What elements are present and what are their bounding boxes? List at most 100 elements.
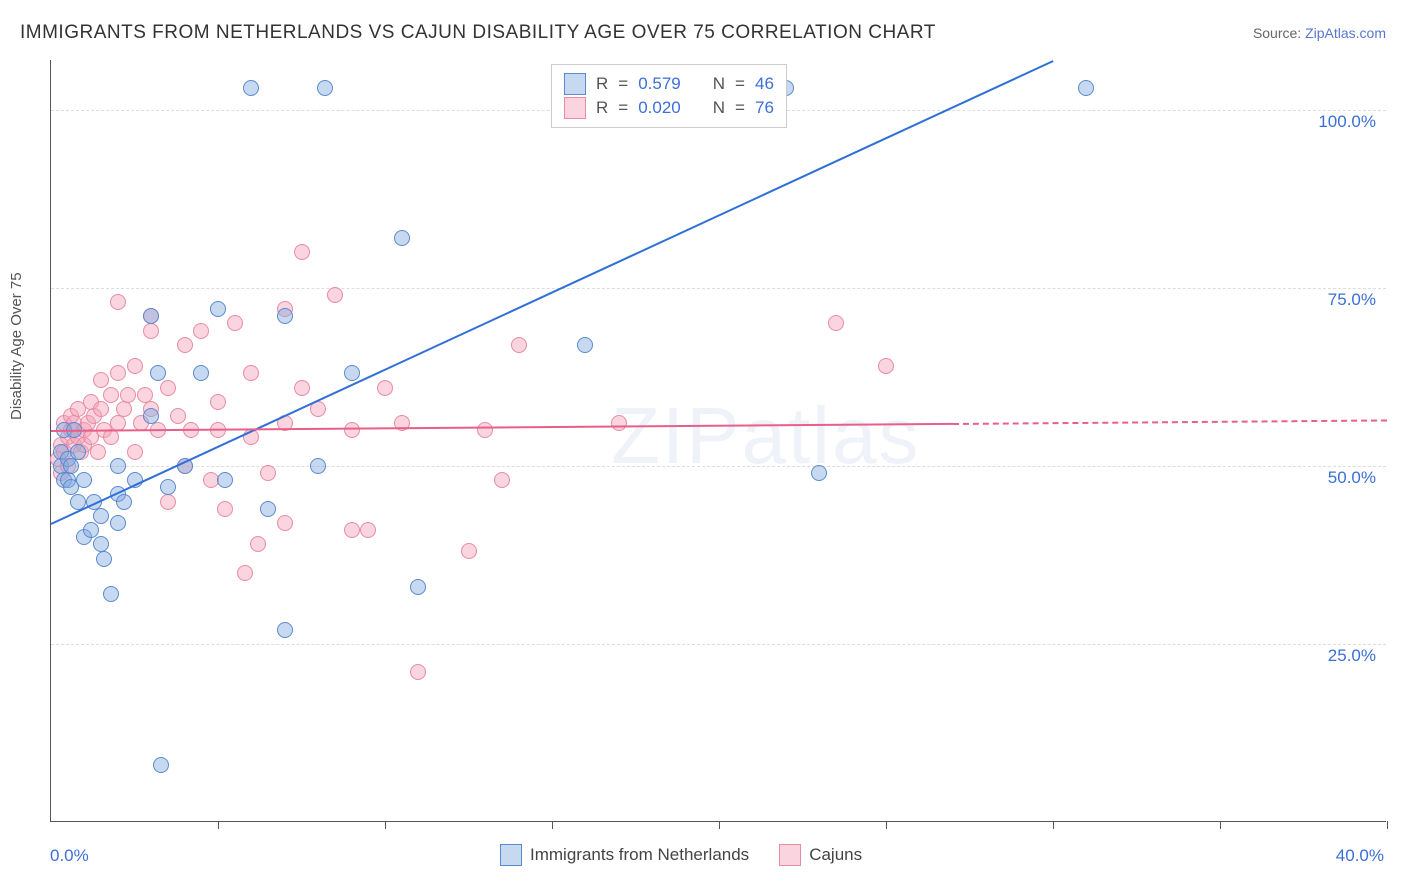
blue-point	[210, 301, 226, 317]
blue-point	[143, 308, 159, 324]
y-tick-label: 50.0%	[1328, 468, 1376, 488]
blue-point	[277, 622, 293, 638]
x-min-label: 0.0%	[50, 846, 89, 866]
pink-point	[344, 522, 360, 538]
blue-point	[150, 365, 166, 381]
pink-point	[227, 315, 243, 331]
blue-r-value: 0.579	[638, 74, 681, 94]
pink-point	[277, 515, 293, 531]
pink-point	[217, 501, 233, 517]
correlation-legend: R = 0.579 N = 46 R = 0.020 N = 76	[551, 64, 787, 128]
pink-point	[103, 387, 119, 403]
x-tick	[385, 821, 386, 829]
blue-swatch	[564, 73, 586, 95]
gridline	[51, 644, 1386, 645]
blue-point	[811, 465, 827, 481]
pink-point	[828, 315, 844, 331]
blue-point	[344, 365, 360, 381]
blue-point	[93, 508, 109, 524]
x-tick	[1220, 821, 1221, 829]
x-tick	[552, 821, 553, 829]
pink-point	[143, 323, 159, 339]
chart-title: IMMIGRANTS FROM NETHERLANDS VS CAJUN DIS…	[20, 22, 936, 44]
blue-n-value: 46	[755, 74, 774, 94]
blue-point	[83, 522, 99, 538]
blue-point	[243, 80, 259, 96]
blue-point	[1078, 80, 1094, 96]
gridline	[51, 466, 1386, 467]
pink-point	[160, 380, 176, 396]
blue-point	[110, 515, 126, 531]
pink-r-value: 0.020	[638, 98, 681, 118]
pink-point	[878, 358, 894, 374]
pink-point	[294, 380, 310, 396]
scatter-chart: ZIPatlas 25.0%50.0%75.0%100.0% R = 0.579…	[50, 60, 1386, 822]
blue-legend-swatch	[500, 844, 522, 866]
pink-point	[477, 422, 493, 438]
x-tick	[1053, 821, 1054, 829]
pink-point	[294, 244, 310, 260]
blue-point	[394, 230, 410, 246]
blue-point	[96, 551, 112, 567]
blue-point	[577, 337, 593, 353]
pink-point	[110, 294, 126, 310]
pink-point	[511, 337, 527, 353]
source-attribution: Source: ZipAtlas.com	[1253, 25, 1386, 41]
x-tick	[218, 821, 219, 829]
blue-point	[63, 458, 79, 474]
blue-point	[317, 80, 333, 96]
pink-series-label: Cajuns	[809, 845, 862, 865]
blue-point	[76, 472, 92, 488]
y-tick-label: 25.0%	[1328, 646, 1376, 666]
pink-point	[110, 365, 126, 381]
pink-point	[410, 664, 426, 680]
blue-point	[116, 494, 132, 510]
y-tick-label: 100.0%	[1318, 112, 1376, 132]
source-link[interactable]: ZipAtlas.com	[1305, 25, 1386, 41]
pink-point	[120, 387, 136, 403]
pink-point	[494, 472, 510, 488]
pink-legend-swatch	[779, 844, 801, 866]
pink-n-value: 76	[755, 98, 774, 118]
pink-swatch	[564, 97, 586, 119]
blue-point	[217, 472, 233, 488]
x-tick	[886, 821, 887, 829]
pink-point	[127, 358, 143, 374]
pink-point	[360, 522, 376, 538]
blue-point	[153, 757, 169, 773]
pink-point	[327, 287, 343, 303]
pink-point	[160, 494, 176, 510]
series-legend: Immigrants from Netherlands Cajuns	[500, 844, 862, 866]
blue-point	[277, 308, 293, 324]
pink-point	[170, 408, 186, 424]
trend-line	[953, 420, 1387, 426]
pink-point	[461, 543, 477, 559]
pink-point	[237, 565, 253, 581]
pink-point	[250, 536, 266, 552]
y-axis-label: Disability Age Over 75	[8, 272, 25, 420]
pink-point	[193, 323, 209, 339]
blue-point	[193, 365, 209, 381]
blue-point	[103, 586, 119, 602]
blue-point	[310, 458, 326, 474]
pink-point	[611, 415, 627, 431]
pink-point	[377, 380, 393, 396]
blue-series-label: Immigrants from Netherlands	[530, 845, 749, 865]
x-tick	[1387, 821, 1388, 829]
gridline	[51, 288, 1386, 289]
pink-point	[90, 444, 106, 460]
pink-point	[116, 401, 132, 417]
pink-point	[177, 337, 193, 353]
x-max-label: 40.0%	[1336, 846, 1384, 866]
blue-point	[70, 444, 86, 460]
pink-point	[93, 401, 109, 417]
pink-point	[344, 422, 360, 438]
x-tick	[719, 821, 720, 829]
pink-point	[243, 365, 259, 381]
pink-point	[210, 394, 226, 410]
blue-point	[143, 408, 159, 424]
trend-line	[51, 60, 1054, 525]
watermark: ZIPatlas	[611, 390, 920, 482]
blue-point	[110, 458, 126, 474]
blue-point	[260, 501, 276, 517]
